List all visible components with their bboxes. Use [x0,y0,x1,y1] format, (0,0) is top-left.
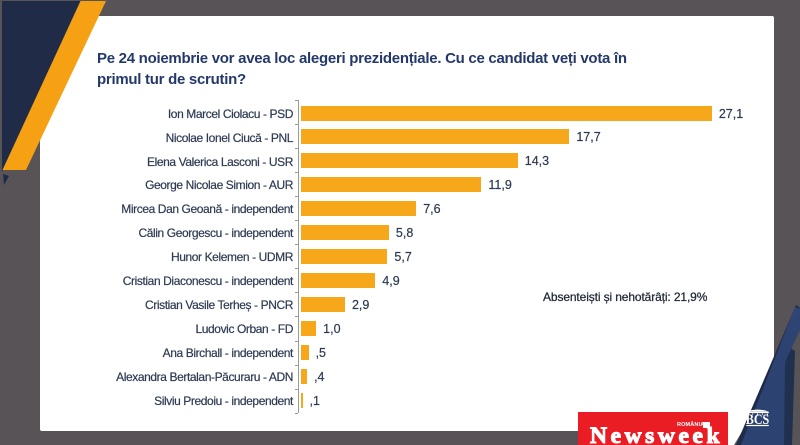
svg-text:BCS: BCS [746,412,769,427]
